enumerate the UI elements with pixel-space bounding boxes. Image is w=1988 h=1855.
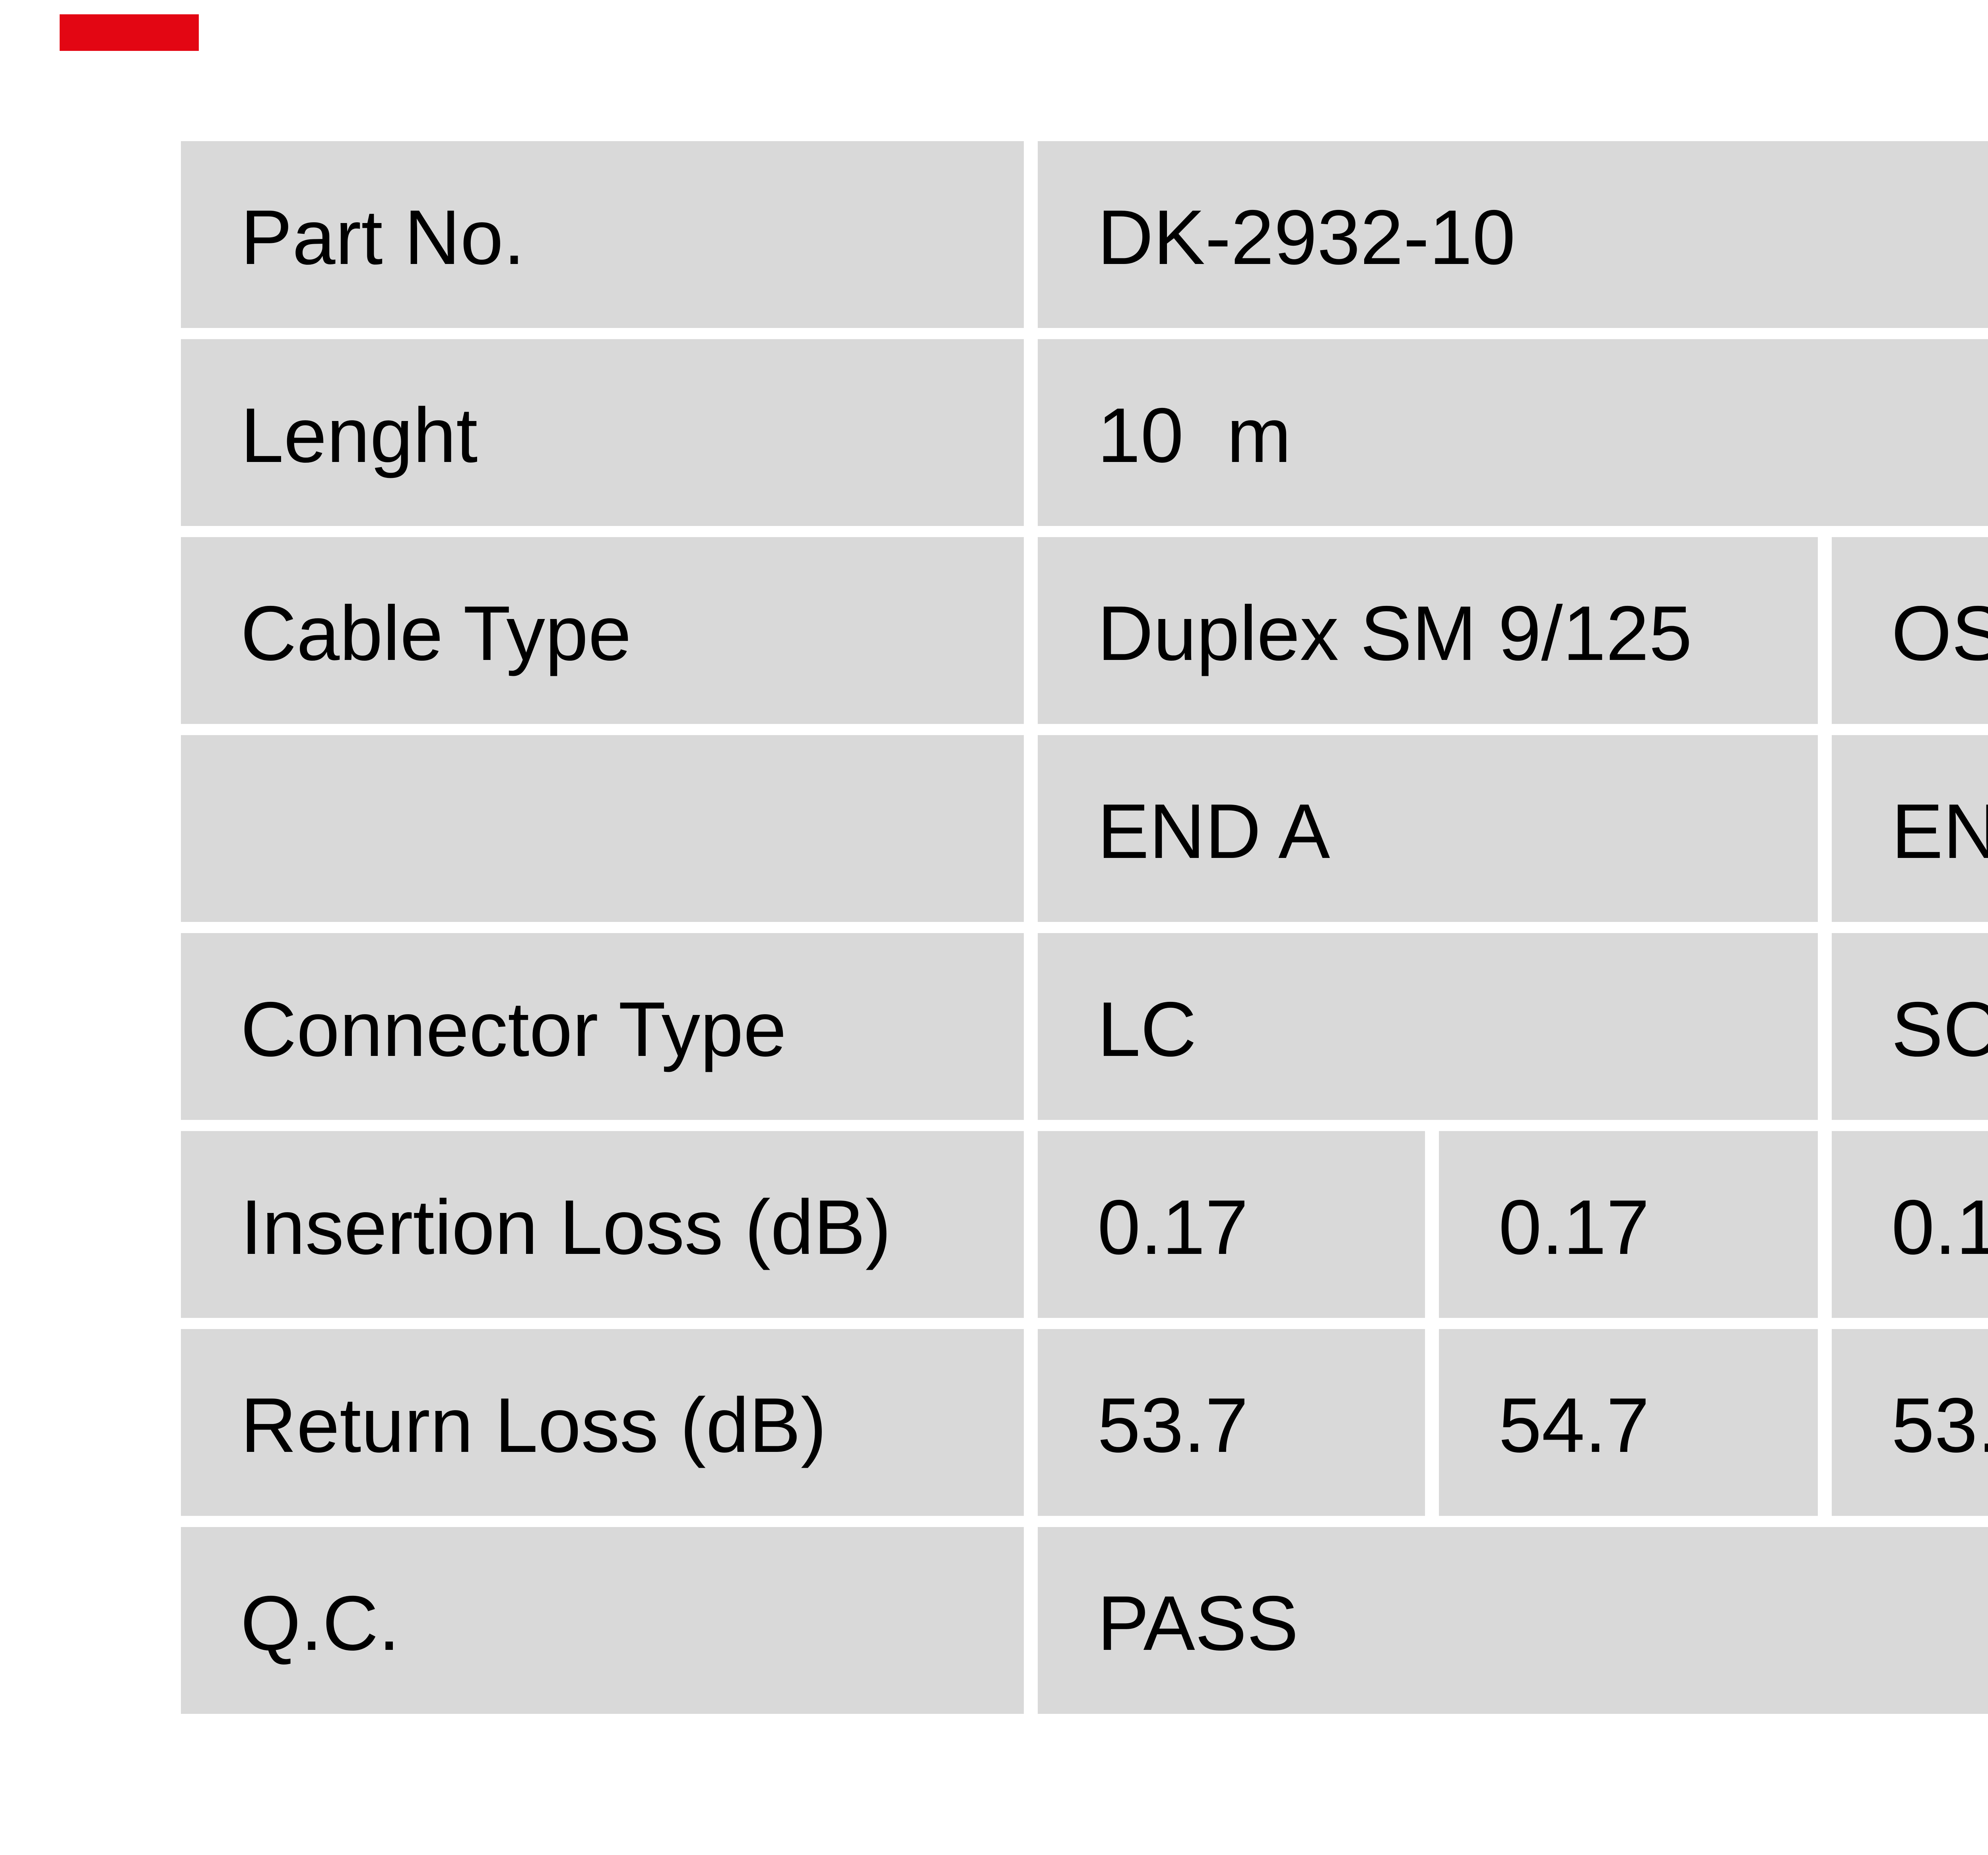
header-cell-end-a: END A [1038, 735, 1818, 922]
label-cell-cable-type: Cable Type [181, 537, 1024, 724]
label-cell-ends-empty [181, 735, 1024, 922]
value-cell-return-loss-end-a-1: 53.7 [1038, 1329, 1425, 1516]
value-cell-cable-type-a: Duplex SM 9/125 [1038, 537, 1818, 724]
label-cell-part-no: Part No. [181, 141, 1024, 328]
value-cell-connector-end-a: LC [1038, 933, 1818, 1120]
value-cell-length: 10 m [1038, 339, 1988, 526]
header-cell-end-b: END B [1832, 735, 1988, 922]
value-cell-return-loss-end-a-2: 54.7 [1439, 1329, 1818, 1516]
value-cell-insertion-loss-end-a-2: 0.17 [1439, 1131, 1818, 1318]
label-cell-insertion-loss: Insertion Loss (dB) [181, 1131, 1024, 1318]
label-cell-qc: Q.C. [181, 1527, 1024, 1714]
row-qc: Q.C. PASS [181, 1527, 1988, 1714]
value-cell-part-no: DK-2932-10 [1038, 141, 1988, 328]
red-corner-mark [60, 14, 199, 51]
spec-table: Part No. DK-2932-10 Lenght 10 m Cable Ty… [181, 141, 1988, 1714]
row-return-loss: Return Loss (dB) 53.7 54.7 53.1 54.3 [181, 1329, 1988, 1516]
row-part-no: Part No. DK-2932-10 [181, 141, 1988, 328]
row-length: Lenght 10 m [181, 339, 1988, 526]
label-cell-return-loss: Return Loss (dB) [181, 1329, 1024, 1516]
value-cell-qc-status: PASS [1038, 1527, 1988, 1714]
value-cell-return-loss-end-b-1: 53.1 [1832, 1329, 1988, 1516]
label-cell-connector-type: Connector Type [181, 933, 1024, 1120]
value-cell-insertion-loss-end-b-1: 0.10 [1832, 1131, 1988, 1318]
row-ends-header: END A END B [181, 735, 1988, 922]
value-cell-connector-end-b: SC [1832, 933, 1988, 1120]
row-cable-type: Cable Type Duplex SM 9/125 OS2 LSZH [181, 537, 1988, 724]
row-connector-type: Connector Type LC SC [181, 933, 1988, 1120]
row-insertion-loss: Insertion Loss (dB) 0.17 0.17 0.10 0.21 [181, 1131, 1988, 1318]
label-cell-length: Lenght [181, 339, 1024, 526]
value-cell-insertion-loss-end-a-1: 0.17 [1038, 1131, 1425, 1318]
value-cell-cable-type-b: OS2 LSZH [1832, 537, 1988, 724]
